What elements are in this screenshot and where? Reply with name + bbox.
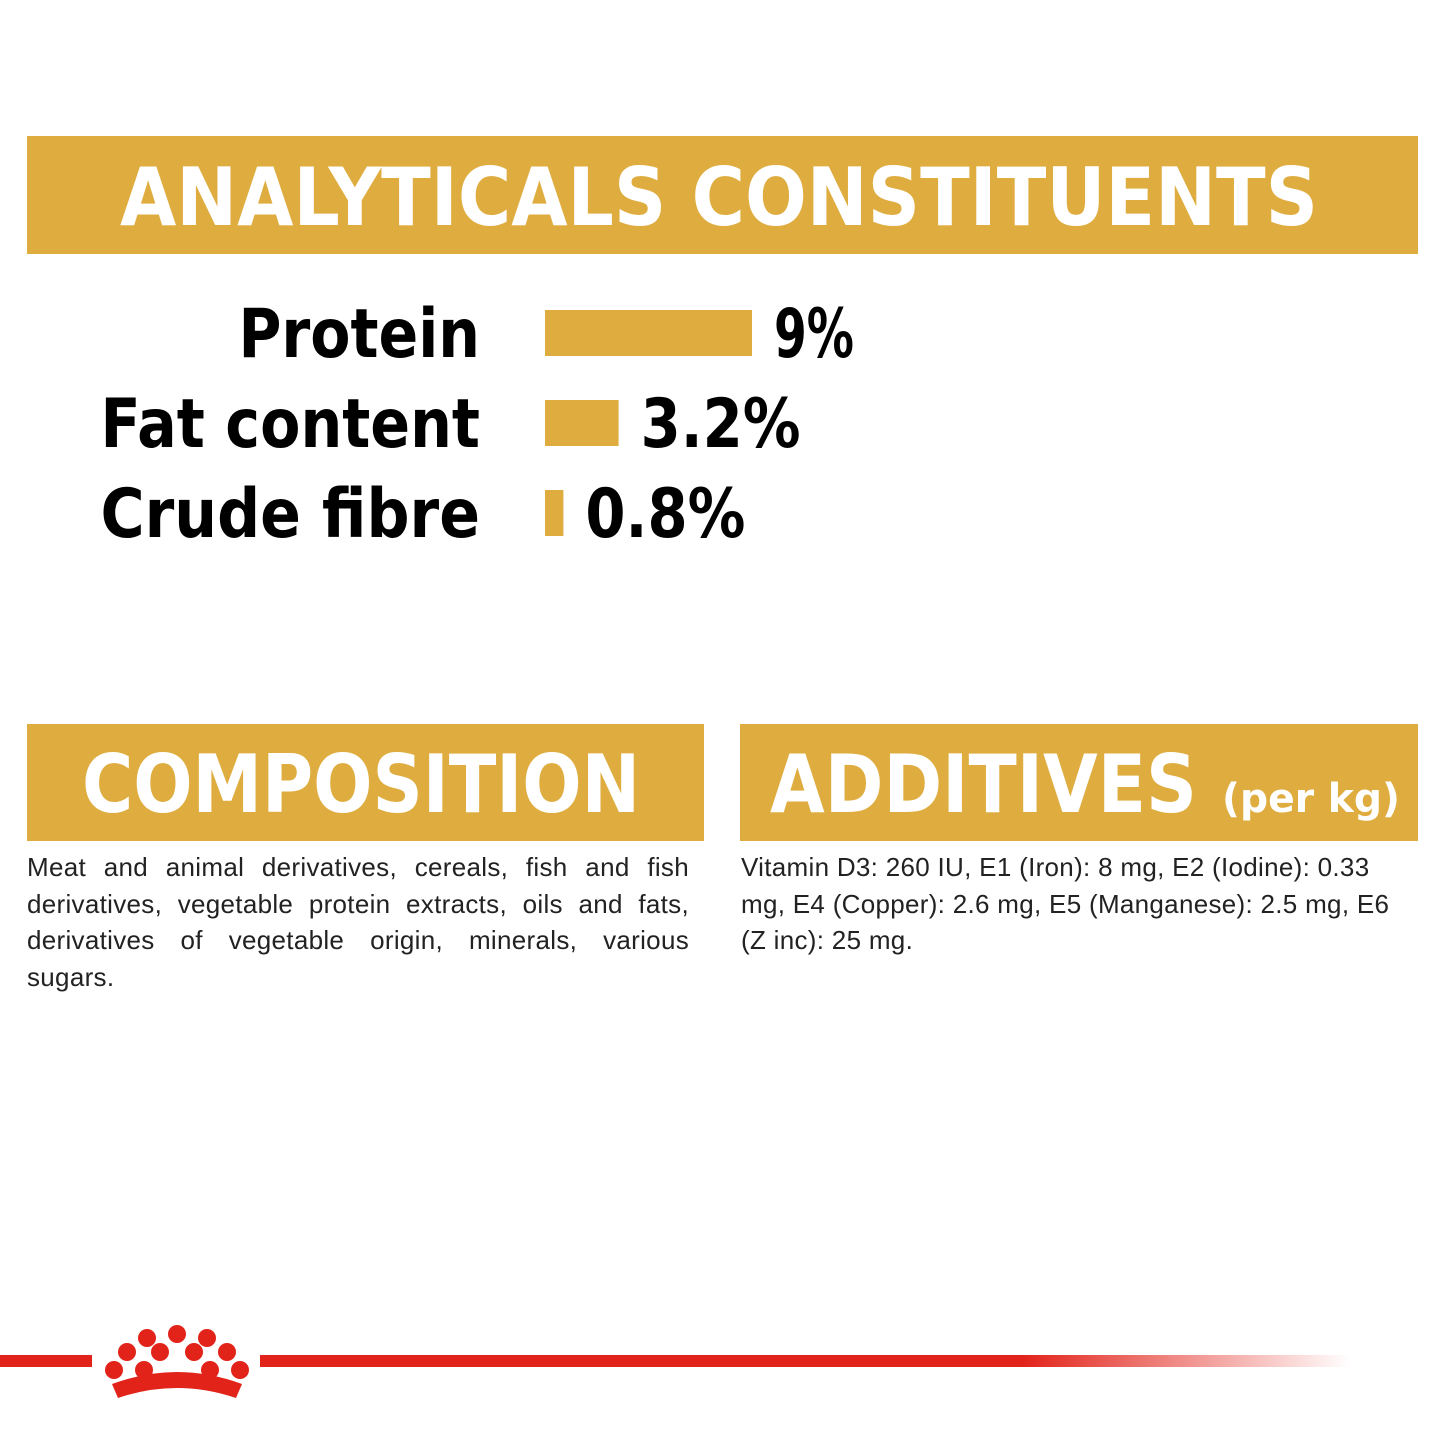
value-label: 9% — [774, 295, 854, 374]
bar — [545, 400, 619, 446]
red-line — [0, 1355, 92, 1367]
composition-title: COMPOSITION — [82, 738, 640, 831]
value-label: 0.8% — [585, 475, 745, 554]
footer-line — [0, 1355, 1350, 1367]
chart-title: ANALYTICALS CONSTITUENTS — [120, 151, 1318, 244]
additives-band — [740, 724, 1418, 841]
category-label: Crude fibre — [101, 475, 481, 554]
bar — [545, 310, 752, 356]
composition-band — [27, 724, 704, 841]
additives-unit: (per kg) — [1222, 776, 1400, 822]
value-label: 3.2% — [641, 385, 801, 464]
additives-text: Vitamin D3: 260 IU, E1 (Iron): 8 mg, E2 … — [741, 852, 1390, 955]
title-band — [27, 136, 1418, 254]
composition-text: Meat and animal derivatives, cereals, fi… — [27, 852, 689, 992]
crown-logo — [105, 1325, 249, 1398]
red-line — [260, 1355, 1350, 1367]
bar — [545, 490, 564, 536]
category-label: Fat content — [101, 385, 481, 464]
category-label: Protein — [239, 295, 481, 374]
additives-title: ADDITIVES — [770, 738, 1197, 831]
